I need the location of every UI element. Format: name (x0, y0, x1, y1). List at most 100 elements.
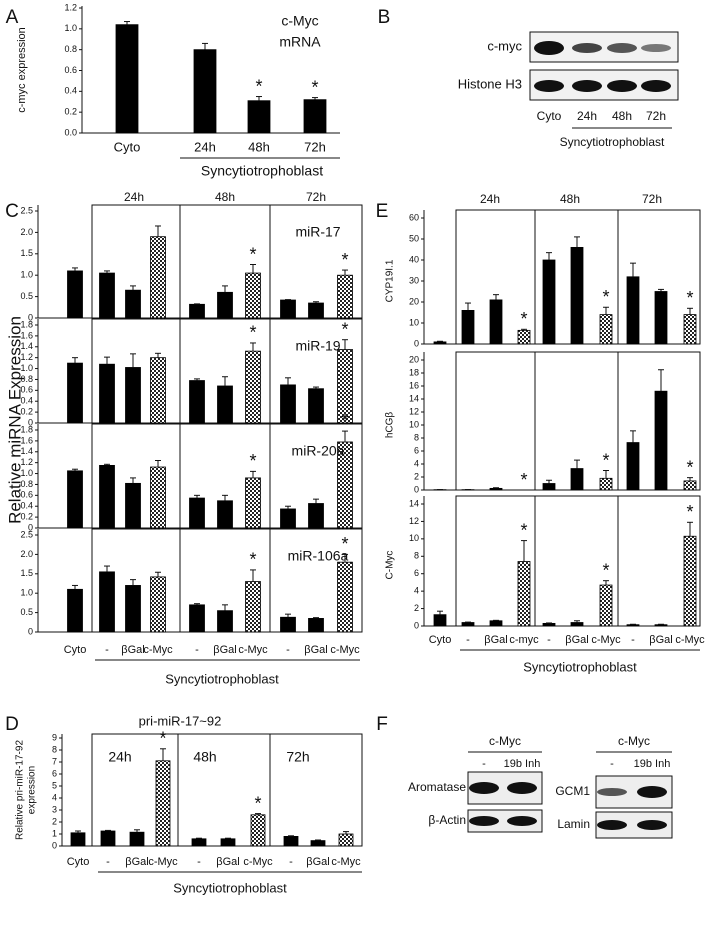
y-tick-label: 60 (409, 212, 419, 222)
bar (150, 236, 166, 319)
bar (542, 622, 556, 627)
blot-band (607, 80, 637, 92)
blot-frame (467, 809, 543, 833)
y-tick-label: 1.4 (20, 341, 33, 351)
panel-label: A (6, 7, 19, 28)
y-tick-label: 2.5 (20, 529, 33, 539)
y-tick-label: 4 (414, 458, 419, 468)
bar (125, 367, 141, 424)
significance-marker: * (249, 323, 256, 343)
group-header: 24h (124, 190, 144, 204)
significance-marker: * (159, 729, 166, 749)
x-tick-label: 24h (194, 139, 216, 154)
bar (129, 831, 145, 847)
significance-marker: * (249, 244, 256, 264)
bar (217, 610, 233, 633)
y-tick-label: 0.6 (20, 490, 33, 500)
significance-marker: * (255, 76, 262, 96)
x-tick-label: Cyto (64, 644, 87, 656)
x-tick-label: - (195, 644, 199, 656)
blot-row-label: Histone H3 (458, 76, 522, 91)
y-tick-label: 2.0 (20, 549, 33, 559)
significance-marker: * (520, 470, 527, 490)
bar (247, 100, 271, 134)
blot-row-label: GCM1 (555, 784, 590, 798)
group-header: 24h (108, 749, 131, 765)
y-tick-label: 1.0 (20, 468, 33, 478)
y-tick-label: 1.4 (20, 446, 33, 456)
y-tick-label: 0 (414, 338, 419, 348)
y-tick-label: 8 (414, 551, 419, 561)
y-tick-label: 0.8 (64, 44, 77, 54)
y-tick-label: 0.8 (20, 479, 33, 489)
y-tick-label: 6 (52, 768, 57, 778)
y-tick-label: 1.0 (20, 588, 33, 598)
bar (189, 497, 205, 529)
y-tick-label: 1.0 (64, 23, 77, 33)
x-tick-label: c-Myc (148, 856, 178, 868)
lane-label: - (482, 758, 486, 770)
blot-band (572, 43, 602, 53)
bar (67, 588, 83, 633)
y-tick-label: 30 (409, 275, 419, 285)
lane-label: 24h (577, 109, 597, 123)
x-tick-label: - (106, 856, 110, 868)
x-tick-label: Cyto (429, 634, 452, 646)
x-tick-label: 72h (304, 139, 326, 154)
bar (542, 483, 556, 491)
y-axis-label: CYP19I.1 (385, 259, 396, 302)
panel-label: F (376, 714, 388, 735)
bar (626, 442, 640, 491)
y-tick-label: 6 (414, 568, 419, 578)
y-tick-label: 4 (414, 586, 419, 596)
bar (99, 272, 115, 319)
bar (191, 838, 207, 847)
y-tick-label: 0.8 (20, 374, 33, 384)
bar (570, 468, 584, 491)
significance-marker: * (341, 250, 348, 270)
bar (626, 276, 640, 345)
significance-marker: * (686, 457, 693, 477)
bar (599, 314, 613, 345)
plot-frame (91, 733, 363, 847)
subplot-title: miR-20a (292, 443, 345, 459)
x-tick-label: c-Myc (591, 634, 621, 646)
bar (67, 470, 83, 529)
significance-marker: * (602, 560, 609, 580)
y-tick-label: 2.0 (20, 227, 33, 237)
subplot-title: miR-17 (295, 224, 340, 240)
x-tick-label: c-Myc (331, 856, 361, 868)
lane-label: 72h (646, 109, 666, 123)
x-tick-label: Cyto (114, 139, 141, 154)
blot-row-label: c-myc (487, 38, 522, 53)
bar (626, 624, 640, 627)
bar (308, 388, 324, 424)
bar (217, 385, 233, 424)
blot-band (507, 816, 537, 826)
y-tick-label: 0.4 (64, 86, 77, 96)
blot-band (469, 816, 499, 826)
bar (70, 832, 86, 847)
bar (100, 830, 116, 847)
y-tick-label: 0.5 (20, 607, 33, 617)
y-tick-label: 1.0 (20, 270, 33, 280)
y-tick-label: 10 (409, 533, 419, 543)
bar (570, 246, 584, 345)
y-tick-label: 0.5 (20, 291, 33, 301)
y-tick-label: 1.5 (20, 248, 33, 258)
bar (189, 303, 205, 319)
bar (542, 259, 556, 345)
y-tick-label: 0.4 (20, 396, 33, 406)
bar (310, 840, 326, 847)
x-tick-label: - (631, 634, 635, 646)
bar (308, 618, 324, 633)
lane-label: 48h (612, 109, 632, 123)
blot-band (641, 44, 671, 52)
bar (115, 24, 139, 134)
y-tick-label: 0 (28, 626, 33, 636)
group-label: Syncytiotrophoblast (523, 659, 637, 674)
bar (280, 299, 296, 319)
y-tick-label: 8 (52, 744, 57, 754)
bar (308, 302, 324, 319)
x-tick-label: 48h (248, 139, 270, 154)
